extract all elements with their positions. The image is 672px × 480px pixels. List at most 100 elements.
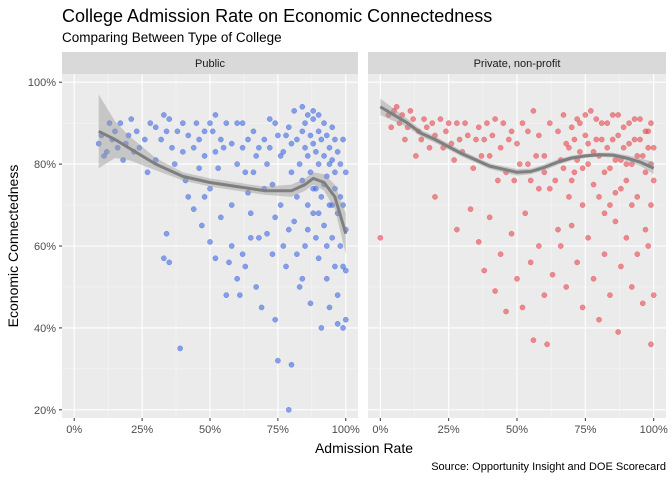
data-point-private	[601, 251, 608, 257]
data-point-private	[639, 153, 646, 159]
data-point-public	[245, 189, 251, 196]
data-point-public	[190, 144, 197, 151]
data-point-public	[310, 108, 316, 114]
data-point-private	[568, 124, 575, 131]
data-point-public	[321, 153, 327, 159]
data-point-private	[413, 153, 419, 159]
data-point-public	[329, 235, 336, 241]
data-point-private	[470, 165, 477, 171]
data-point-public	[299, 275, 306, 282]
data-point-private	[437, 116, 444, 122]
data-point-private	[650, 144, 657, 151]
data-point-public	[250, 128, 257, 135]
data-point-public	[201, 194, 208, 200]
data-point-private	[396, 120, 403, 126]
x-tick-label: 50%	[199, 424, 221, 436]
data-point-public	[280, 149, 287, 155]
data-point-private	[650, 292, 657, 298]
data-point-public	[128, 116, 135, 122]
data-point-private	[634, 194, 641, 200]
data-point-public	[291, 108, 297, 114]
data-point-public	[323, 275, 330, 282]
data-point-private	[563, 284, 570, 290]
data-point-private	[568, 222, 575, 229]
data-point-private	[577, 120, 583, 126]
data-point-public	[315, 161, 322, 167]
data-point-private	[464, 132, 471, 139]
data-point-public	[106, 120, 113, 126]
data-point-public	[334, 149, 341, 155]
data-point-private	[454, 120, 460, 126]
data-point-private	[566, 144, 572, 151]
data-point-public	[201, 128, 208, 135]
data-point-private	[547, 120, 553, 126]
data-point-public	[321, 222, 327, 229]
data-point-private	[618, 185, 624, 192]
data-point-public	[329, 202, 336, 208]
data-point-private	[484, 120, 490, 126]
data-point-public	[296, 284, 303, 290]
data-point-public	[337, 194, 344, 200]
data-point-public	[310, 185, 316, 192]
data-point-private	[620, 124, 627, 131]
data-point-public	[296, 161, 303, 167]
data-point-public	[226, 259, 232, 266]
data-point-private	[421, 116, 427, 122]
data-point-public	[315, 128, 322, 135]
data-point-private	[525, 161, 531, 167]
data-point-private	[486, 153, 493, 159]
data-point-public	[261, 136, 268, 143]
data-point-public	[237, 292, 243, 298]
data-point-private	[514, 140, 520, 147]
data-point-public	[201, 153, 208, 159]
data-point-private	[557, 243, 564, 249]
data-point-private	[514, 275, 520, 282]
data-point-private	[631, 116, 638, 122]
data-point-private	[582, 132, 589, 139]
data-point-public	[332, 136, 338, 143]
data-point-public	[228, 140, 235, 147]
data-point-private	[648, 202, 654, 208]
data-point-private	[604, 144, 611, 151]
data-point-private	[612, 218, 619, 225]
data-point-public	[171, 161, 178, 167]
data-point-private	[536, 185, 542, 192]
data-point-public	[323, 243, 330, 249]
data-point-private	[486, 214, 493, 221]
data-point-private	[497, 144, 504, 151]
data-point-private	[596, 316, 602, 323]
data-point-private	[536, 243, 542, 249]
data-point-public	[239, 251, 246, 257]
data-point-public	[332, 169, 338, 176]
data-point-private	[560, 165, 567, 171]
data-point-public	[340, 202, 346, 208]
data-point-public	[120, 157, 126, 163]
data-point-private	[574, 116, 580, 122]
data-point-private	[601, 169, 608, 176]
data-point-public	[239, 144, 246, 151]
data-point-public	[242, 263, 249, 270]
facet-label-public: Public	[195, 58, 225, 70]
data-point-private	[410, 116, 416, 122]
data-point-private	[637, 136, 643, 143]
data-point-public	[185, 132, 192, 139]
data-point-public	[218, 136, 224, 143]
data-point-public	[304, 226, 311, 233]
data-point-public	[275, 132, 281, 139]
data-point-private	[566, 194, 572, 200]
data-point-public	[337, 243, 344, 249]
data-point-public	[283, 132, 289, 139]
data-point-private	[495, 177, 501, 184]
data-point-public	[95, 140, 102, 147]
data-point-public	[329, 157, 336, 163]
data-point-public	[294, 194, 300, 200]
data-point-private	[541, 292, 548, 298]
data-point-public	[253, 284, 259, 290]
data-point-private	[612, 157, 619, 163]
data-point-private	[604, 120, 611, 126]
data-point-public	[313, 235, 319, 241]
data-point-public	[323, 132, 330, 139]
y-tick-label: 80%	[34, 159, 56, 171]
data-point-private	[650, 177, 657, 184]
data-point-private	[631, 136, 638, 143]
